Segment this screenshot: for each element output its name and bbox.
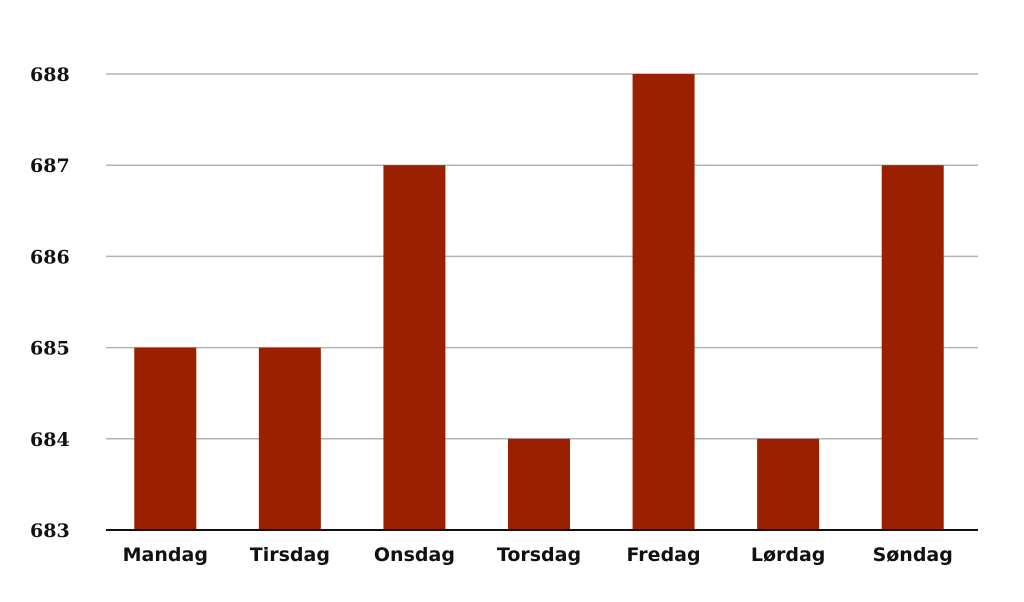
bar-tirsdag <box>258 347 321 530</box>
bars <box>134 74 944 530</box>
y-tick-label: 683 <box>30 520 70 542</box>
bar-torsdag <box>508 438 570 530</box>
x-axis-category-labels: Mandag Tirsdag Onsdag Torsdag Fredag Lørdag Sø… <box>123 544 953 566</box>
x-category-label: Tirsdag <box>250 544 330 566</box>
bar-lørdag <box>757 438 820 530</box>
y-tick-label: 686 <box>30 246 70 268</box>
bar-fredag <box>632 74 695 530</box>
x-category-label: Søndag <box>873 544 953 566</box>
x-category-label: Mandag <box>123 544 208 566</box>
y-tick-label: 684 <box>30 429 70 451</box>
x-category-label: Torsdag <box>497 544 581 566</box>
x-category-label: Fredag <box>627 544 701 566</box>
bar-mandag <box>134 347 197 530</box>
y-tick-label: 685 <box>30 338 70 360</box>
y-axis-tick-labels: 683 684 685 686 687 688 <box>30 64 70 542</box>
bar-onsdag <box>383 165 446 530</box>
y-tick-label: 687 <box>30 155 70 177</box>
bar-søndag <box>881 165 944 530</box>
y-tick-label: 688 <box>30 64 70 86</box>
x-category-label: Lørdag <box>751 544 826 566</box>
x-category-label: Onsdag <box>374 544 455 566</box>
gridlines <box>106 73 978 440</box>
